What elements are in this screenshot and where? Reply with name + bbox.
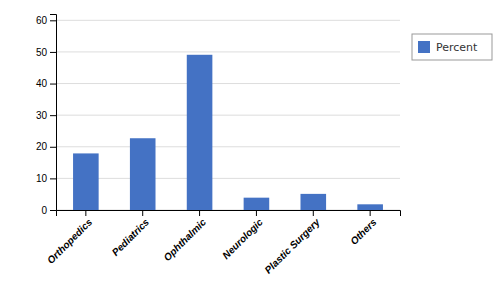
y-tick: 0: [41, 205, 56, 216]
x-tick: Ophthalmic: [161, 210, 208, 263]
y-tick-mark: [50, 147, 56, 148]
y-tick-mark: [50, 84, 56, 85]
y-tick-label: 0: [41, 205, 47, 216]
bar: [130, 138, 156, 210]
x-axis: Orthopedics PediatricsOphthalmic Neurologi…: [45, 210, 401, 276]
y-tick-label: 60: [36, 15, 48, 26]
y-tick-mark: [50, 20, 56, 21]
y-tick: 30: [36, 110, 56, 121]
y-tick-mark: [50, 210, 56, 211]
x-tick: Neurologic: [220, 210, 265, 261]
y-axis-line: [50, 15, 57, 211]
grid: [56, 20, 400, 210]
x-tick-label: Pediatrics: [110, 216, 152, 258]
y-axis: 0 10 20 30 40 50 60: [36, 15, 57, 216]
bar: [187, 55, 213, 210]
x-tick-label: Ophthalmic: [161, 216, 208, 263]
y-tick: 40: [36, 78, 56, 89]
legend-label: Percent: [436, 41, 478, 54]
grid-line: [56, 83, 400, 84]
x-tick-mark: [370, 210, 371, 216]
y-tick: 20: [36, 141, 56, 152]
grid-line: [56, 178, 400, 179]
x-tick-label: Orthopedics: [45, 216, 95, 266]
legend-swatch: [418, 41, 430, 53]
bar: [357, 204, 383, 210]
legend: Percent: [412, 34, 492, 60]
y-tick-label: 50: [36, 47, 48, 58]
x-tick-mark: [199, 210, 200, 216]
x-tick: Orthopedics: [45, 210, 95, 266]
grid-line: [56, 51, 400, 52]
x-tick-mark: [142, 210, 143, 216]
y-tick: 50: [36, 47, 56, 58]
y-tick: 10: [36, 173, 56, 184]
x-tick-label: Neurologic: [220, 216, 265, 261]
grid-line: [56, 115, 400, 116]
x-axis-line: [57, 211, 401, 217]
bar: [73, 153, 99, 210]
legend-item: Percent: [418, 41, 478, 54]
y-tick-label: 30: [36, 110, 48, 121]
x-tick: Others: [348, 210, 379, 247]
x-tick-label: Others: [348, 216, 379, 247]
chart: 0 10 20 30 40 50 60 Orthopedics PediatricsOphtha…: [0, 0, 500, 294]
bars: [73, 55, 383, 210]
y-tick-label: 10: [36, 173, 48, 184]
y-tick-label: 20: [36, 141, 48, 152]
x-tick-label: Plastic Surgery: [263, 216, 323, 276]
x-tick: Pediatrics: [110, 210, 152, 258]
y-tick: 60: [36, 15, 56, 26]
y-tick-mark: [50, 115, 56, 116]
bar: [244, 198, 270, 210]
x-tick-mark: [313, 210, 314, 216]
x-tick-mark: [256, 210, 257, 216]
grid-line: [56, 20, 400, 21]
plot: 0 10 20 30 40 50 60 Orthopedics PediatricsOphtha…: [36, 15, 401, 276]
x-tick: Plastic Surgery: [263, 210, 323, 276]
x-tick-mark: [85, 210, 86, 216]
grid-line: [56, 146, 400, 147]
bar: [300, 194, 326, 210]
y-tick-mark: [50, 52, 56, 53]
y-tick-label: 40: [36, 78, 48, 89]
y-tick-mark: [50, 178, 56, 179]
legend-frame: [412, 34, 492, 60]
